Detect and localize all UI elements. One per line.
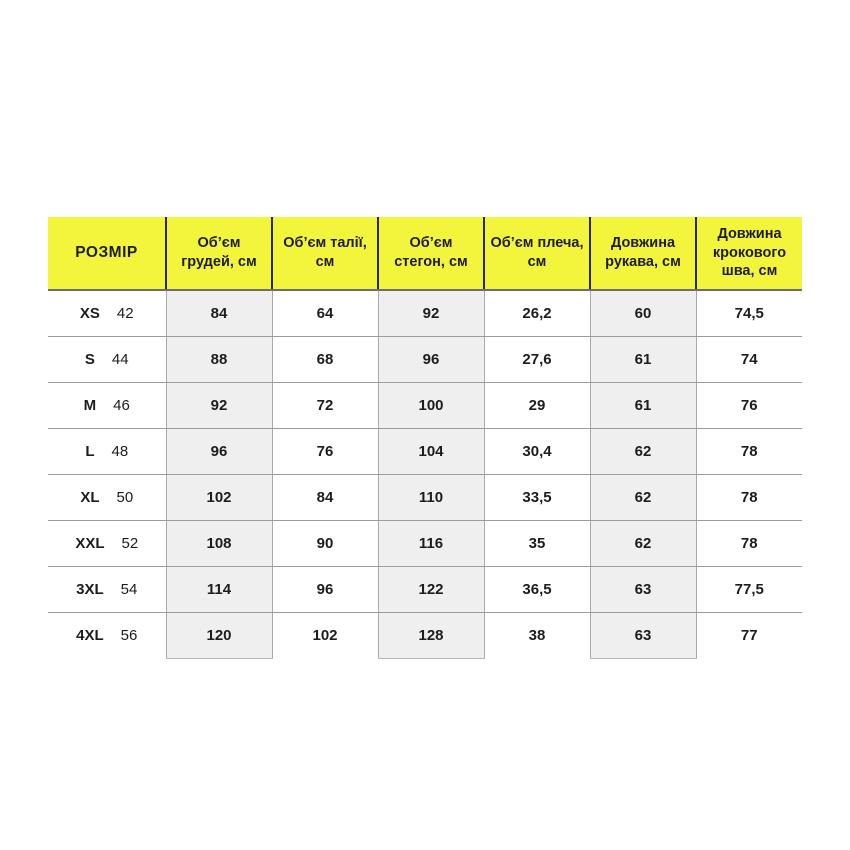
value-cell: 114 [165, 566, 273, 613]
header-sleeve-length: Довжина рукава, см [589, 217, 696, 291]
value-cell: 78 [696, 520, 802, 567]
value-cell: 78 [696, 474, 802, 521]
value-cell: 72 [272, 382, 378, 429]
value-cell: 62 [589, 428, 697, 475]
value-cell: 84 [165, 290, 273, 337]
size-number: 48 [111, 443, 129, 460]
value-cell: 96 [377, 336, 485, 383]
value-cell: 68 [272, 336, 378, 383]
table-row: 4XL 56 120 102 128 38 63 77 [48, 612, 802, 659]
table-row: XXL 52 108 90 116 35 62 78 [48, 520, 802, 567]
size-cell: XS 42 [48, 290, 166, 337]
table-row: 3XL 54 114 96 122 36,5 63 77,5 [48, 566, 802, 613]
value-cell: 96 [165, 428, 273, 475]
value-cell: 102 [272, 612, 378, 659]
value-cell: 100 [377, 382, 485, 429]
header-size: РОЗМІР [48, 217, 166, 291]
value-cell: 62 [589, 520, 697, 567]
size-chart-table: РОЗМІР Об’єм грудей, см Об’єм талії, см … [48, 217, 802, 659]
size-code: 3XL [76, 581, 104, 598]
value-cell: 104 [377, 428, 485, 475]
value-cell: 38 [484, 612, 590, 659]
value-cell: 92 [377, 290, 485, 337]
value-cell: 78 [696, 428, 802, 475]
value-cell: 96 [272, 566, 378, 613]
size-code: M [83, 397, 97, 414]
size-cell: XL 50 [48, 474, 166, 521]
header-shoulder: Об’єм плеча, см [483, 217, 590, 291]
table-row: XL 50 102 84 110 33,5 62 78 [48, 474, 802, 521]
header-inseam-length: Довжина крокового шва, см [695, 217, 802, 291]
header-chest: Об’єм грудей, см [165, 217, 272, 291]
value-cell: 120 [165, 612, 273, 659]
table-row: L 48 96 76 104 30,4 62 78 [48, 428, 802, 475]
value-cell: 110 [377, 474, 485, 521]
value-cell: 84 [272, 474, 378, 521]
table-row: S 44 88 68 96 27,6 61 74 [48, 336, 802, 383]
size-cell: L 48 [48, 428, 166, 475]
value-cell: 92 [165, 382, 273, 429]
value-cell: 122 [377, 566, 485, 613]
value-cell: 74,5 [696, 290, 802, 337]
size-number: 42 [116, 305, 134, 322]
header-waist: Об’єм талії, см [271, 217, 378, 291]
size-cell: S 44 [48, 336, 166, 383]
value-cell: 30,4 [484, 428, 590, 475]
size-cell: 4XL 56 [48, 612, 166, 659]
value-cell: 33,5 [484, 474, 590, 521]
value-cell: 76 [696, 382, 802, 429]
value-cell: 88 [165, 336, 273, 383]
table-body: XS 42 84 64 92 26,2 60 74,5 S 44 88 68 96 27,6 61 74 M 46… [48, 290, 802, 659]
value-cell: 116 [377, 520, 485, 567]
header-hips: Об’єм стегон, см [377, 217, 484, 291]
value-cell: 128 [377, 612, 485, 659]
header-row: РОЗМІР Об’єм грудей, см Об’єм талії, см … [48, 217, 802, 291]
value-cell: 64 [272, 290, 378, 337]
size-cell: M 46 [48, 382, 166, 429]
value-cell: 61 [589, 382, 697, 429]
size-number: 50 [116, 489, 134, 506]
size-number: 54 [120, 581, 138, 598]
value-cell: 35 [484, 520, 590, 567]
value-cell: 29 [484, 382, 590, 429]
value-cell: 36,5 [484, 566, 590, 613]
size-code: XL [80, 489, 100, 506]
size-code: L [85, 443, 95, 460]
size-code: XXL [75, 535, 105, 552]
value-cell: 102 [165, 474, 273, 521]
size-code: XS [79, 305, 100, 322]
size-number: 52 [121, 535, 139, 552]
table-row: XS 42 84 64 92 26,2 60 74,5 [48, 290, 802, 337]
size-code: S [84, 351, 95, 368]
value-cell: 62 [589, 474, 697, 521]
size-number: 44 [111, 351, 129, 368]
value-cell: 77 [696, 612, 802, 659]
value-cell: 76 [272, 428, 378, 475]
value-cell: 77,5 [696, 566, 802, 613]
value-cell: 74 [696, 336, 802, 383]
size-code: 4XL [76, 627, 104, 645]
value-cell: 60 [589, 290, 697, 337]
size-cell: 3XL 54 [48, 566, 166, 613]
value-cell: 90 [272, 520, 378, 567]
table-row: M 46 92 72 100 29 61 76 [48, 382, 802, 429]
size-number: 56 [120, 627, 138, 645]
size-cell: XXL 52 [48, 520, 166, 567]
value-cell: 61 [589, 336, 697, 383]
size-number: 46 [113, 397, 130, 414]
value-cell: 27,6 [484, 336, 590, 383]
value-cell: 63 [589, 566, 697, 613]
value-cell: 108 [165, 520, 273, 567]
value-cell: 26,2 [484, 290, 590, 337]
value-cell: 63 [589, 612, 697, 659]
